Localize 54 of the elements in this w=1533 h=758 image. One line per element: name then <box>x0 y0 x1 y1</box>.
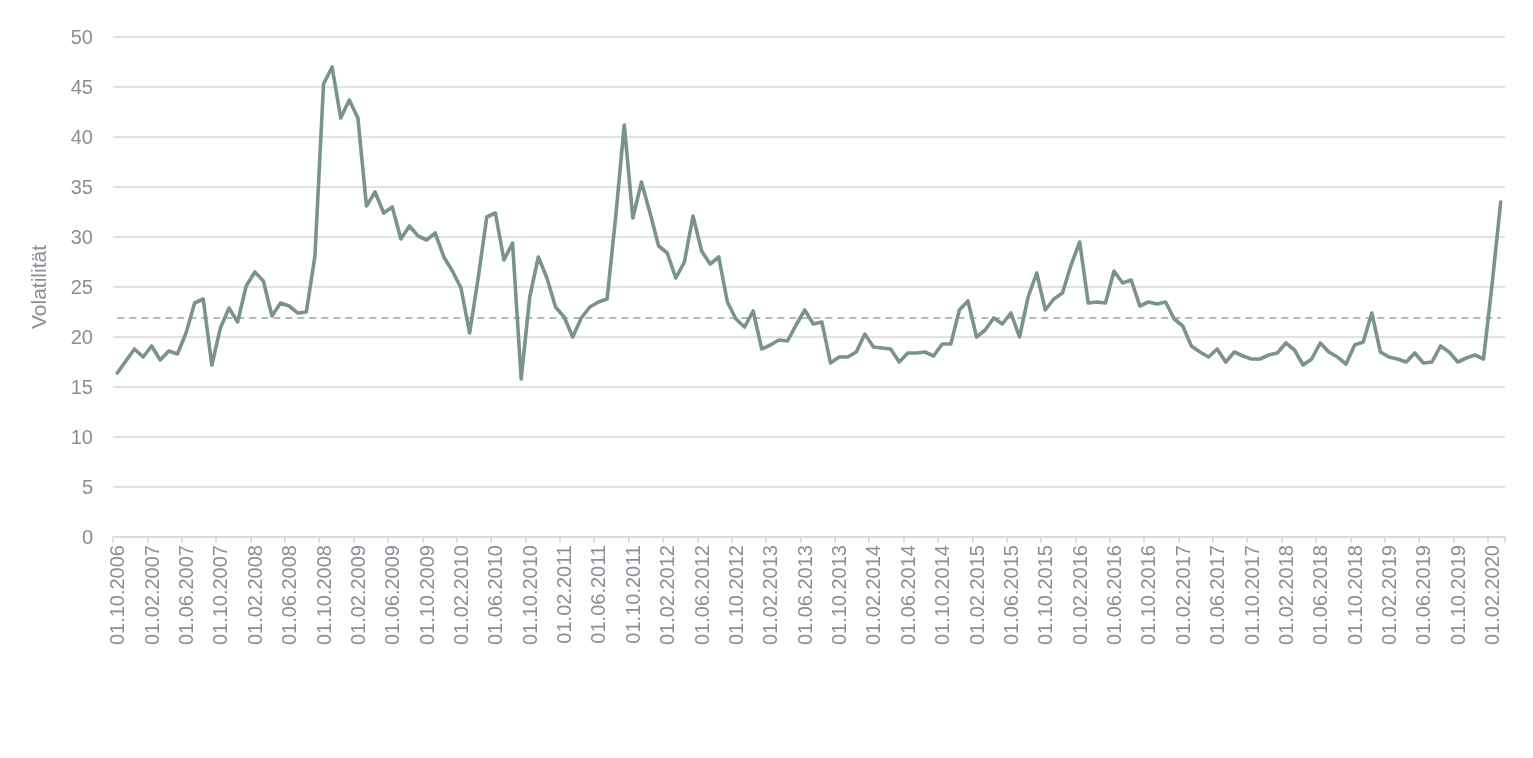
x-tick-label: 01.02.2016 <box>1068 545 1091 646</box>
x-tick-label: 01.06.2013 <box>793 545 816 646</box>
y-tick-label: 50 <box>70 26 93 48</box>
x-tick-label: 01.02.2013 <box>759 545 782 646</box>
x-tick-label: 01.10.2017 <box>1240 545 1263 646</box>
x-tick-label: 01.06.2017 <box>1206 545 1229 646</box>
x-tick-label: 01.10.2018 <box>1343 545 1366 646</box>
y-tick-label: 30 <box>70 226 93 248</box>
x-tick-label: 01.06.2010 <box>484 545 507 646</box>
x-tick-label: 01.10.2015 <box>1034 545 1057 646</box>
x-tick-label: 01.02.2018 <box>1274 545 1297 646</box>
x-tick-label: 01.06.2016 <box>1103 545 1126 646</box>
x-tick-label: 01.10.2006 <box>106 545 129 646</box>
x-tick-label: 01.02.2014 <box>862 545 885 646</box>
x-tick-label: 01.10.2007 <box>209 545 232 646</box>
y-tick-label: 45 <box>70 76 93 98</box>
x-tick-label: 01.06.2019 <box>1412 545 1435 646</box>
x-tick-label: 01.02.2009 <box>346 545 369 646</box>
x-tick-label: 01.02.2015 <box>965 545 988 646</box>
x-tick-label: 01.06.2015 <box>999 545 1022 646</box>
y-tick-label: 40 <box>70 126 93 148</box>
x-tick-label: 01.02.2008 <box>243 545 266 646</box>
x-tick-label: 01.10.2016 <box>1137 545 1160 646</box>
x-tick-label: 01.10.2008 <box>312 545 335 646</box>
x-tick-label: 01.02.2010 <box>450 545 472 646</box>
x-tick-label: 01.10.2013 <box>828 545 851 646</box>
x-tick-label: 01.06.2007 <box>175 545 198 646</box>
y-tick-label: 25 <box>70 276 93 298</box>
y-tick-label: 35 <box>70 176 93 198</box>
y-tick-label: 5 <box>81 476 93 498</box>
x-tick-label: 01.10.2012 <box>724 545 747 646</box>
x-tick-label: 01.10.2009 <box>415 545 438 646</box>
x-tick-label: 01.02.2017 <box>1171 545 1194 646</box>
x-tick-label: 01.02.2012 <box>656 545 679 646</box>
y-axis-title: Volatilität <box>27 244 50 330</box>
x-tick-label: 01.06.2009 <box>381 545 404 646</box>
x-tick-label: 01.06.2012 <box>690 545 713 646</box>
x-tick-label: 01.10.2011 <box>621 545 644 644</box>
x-tick-label: 01.10.2010 <box>518 545 541 646</box>
x-tick-label: 01.02.2011 <box>553 545 576 644</box>
x-tick-label: 01.06.2018 <box>1309 545 1332 646</box>
x-tick-label: 01.10.2019 <box>1446 545 1469 646</box>
y-tick-label: 10 <box>70 426 93 448</box>
x-tick-label: 01.10.2014 <box>931 545 954 646</box>
x-tick-label: 01.06.2014 <box>896 545 919 646</box>
y-tick-label: 20 <box>70 326 93 348</box>
y-tick-label: 0 <box>81 526 93 548</box>
line-series <box>115 65 1503 381</box>
x-tick-label: 01.02.2007 <box>140 545 163 646</box>
x-tick-label: 01.06.2011 <box>587 545 610 644</box>
x-tick-label: 01.02.2020 <box>1481 545 1504 646</box>
x-tick-label: 01.06.2008 <box>278 545 301 646</box>
y-tick-label: 15 <box>70 376 93 398</box>
x-tick-label: 01.02.2019 <box>1378 545 1400 646</box>
